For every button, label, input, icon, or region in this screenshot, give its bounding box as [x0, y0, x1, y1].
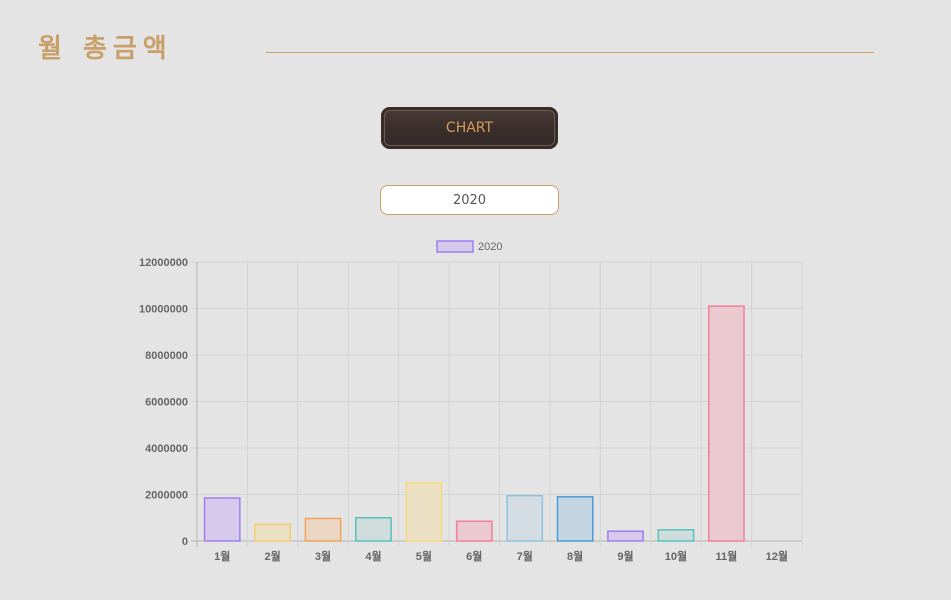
legend-swatch[interactable]: [436, 240, 474, 253]
bar: [203, 497, 241, 542]
y-tick-label: 6000000: [145, 397, 188, 409]
x-tick-label: 4월: [365, 549, 381, 563]
x-tick-label: 2월: [265, 549, 281, 563]
chart-button[interactable]: CHART: [381, 107, 558, 149]
y-tick-label: 0: [182, 536, 188, 548]
bar: [304, 517, 342, 542]
year-input[interactable]: [380, 185, 559, 215]
title-divider: [266, 52, 874, 53]
x-tick-label: 12월: [766, 549, 788, 563]
x-tick-label: 1월: [214, 549, 230, 563]
x-tick-label: 3월: [315, 549, 331, 563]
bar: [556, 496, 594, 542]
bar: [707, 305, 745, 542]
x-tick-label: 5월: [416, 549, 432, 563]
x-tick-label: 11월: [716, 549, 738, 563]
y-tick-label: 4000000: [145, 443, 188, 455]
x-tick-label: 9월: [617, 549, 633, 563]
x-tick-label: 6월: [466, 549, 482, 563]
y-tick-label: 10000000: [139, 304, 188, 316]
bar: [607, 530, 644, 542]
y-tick-label: 2000000: [145, 490, 188, 502]
legend-label[interactable]: 2020: [478, 241, 502, 253]
bar: [506, 494, 544, 542]
x-tick-label: 10월: [665, 549, 687, 563]
bar: [657, 529, 695, 542]
bar: [254, 523, 292, 542]
bar: [405, 482, 443, 542]
page-title: 월 총금액: [38, 34, 173, 64]
y-tick-label: 12000000: [139, 257, 188, 269]
y-tick-label: 8000000: [145, 350, 188, 362]
bar: [455, 520, 493, 542]
bar: [355, 517, 392, 542]
x-tick-label: 7월: [517, 549, 533, 563]
x-tick-label: 8월: [567, 549, 583, 563]
